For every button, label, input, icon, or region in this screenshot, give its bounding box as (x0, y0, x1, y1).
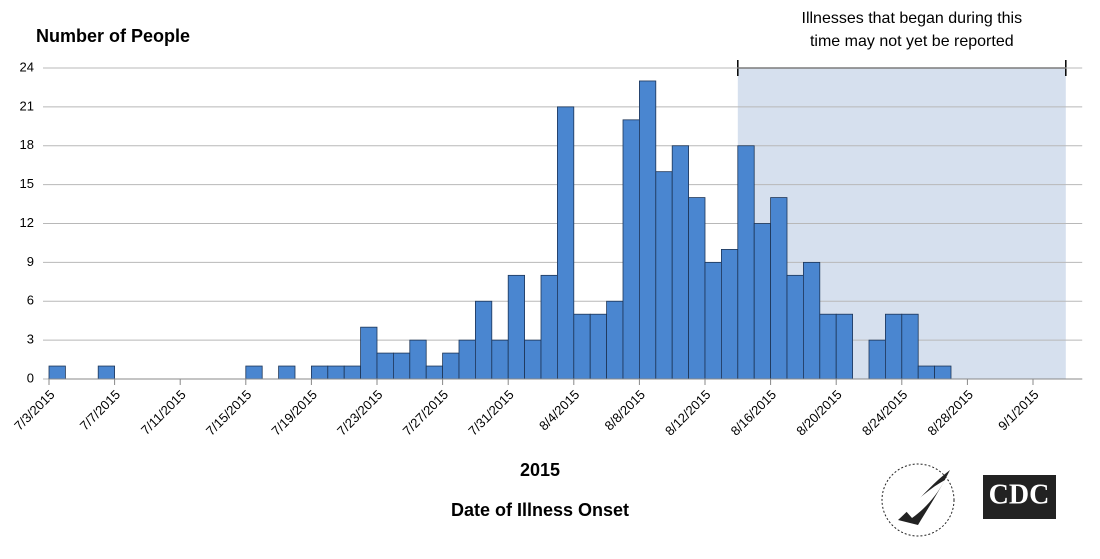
x-tick-label: 7/3/2015 (11, 387, 57, 433)
bar (507, 274, 526, 380)
y-tick-label: 15 (20, 176, 34, 191)
bar (491, 339, 509, 380)
x-tick-label: 7/7/2015 (77, 387, 123, 433)
bar (901, 313, 919, 380)
x-tick-label: 7/19/2015 (268, 387, 320, 439)
bar (310, 365, 329, 380)
y-tick-label: 3 (27, 332, 34, 347)
x-tick-label: 8/8/2015 (602, 387, 648, 433)
bar (474, 300, 493, 380)
bar (573, 313, 591, 380)
x-tick-label: 8/12/2015 (662, 387, 714, 439)
y-tick-label: 24 (20, 59, 34, 74)
x-tick-label: 8/4/2015 (536, 387, 582, 433)
y-tick-label: 9 (27, 254, 34, 269)
y-tick-label: 0 (27, 370, 34, 385)
bar (639, 80, 657, 380)
bar (622, 119, 640, 380)
annotation-text: Illnesses that began during this (802, 10, 1023, 27)
x-tick-label: 7/27/2015 (400, 387, 452, 439)
bar (376, 352, 394, 380)
bar (458, 339, 476, 380)
y-tick-label: 6 (27, 293, 34, 308)
bar (737, 145, 755, 380)
bar (524, 339, 542, 380)
logo-text: CDC (989, 479, 1050, 510)
x-tick-label: 8/28/2015 (924, 387, 976, 439)
bar (327, 365, 345, 380)
y-tick-label: 21 (20, 98, 34, 113)
bar (885, 313, 903, 380)
bar (770, 197, 788, 380)
x-tick-label: 7/31/2015 (465, 387, 517, 439)
bar (48, 365, 66, 380)
bar (278, 365, 296, 380)
bar (704, 261, 722, 380)
x-tick-label: 8/16/2015 (728, 387, 780, 439)
bar (97, 365, 115, 380)
bar (803, 261, 821, 380)
bar (835, 313, 854, 380)
hhs-logo (881, 463, 955, 537)
bar (868, 339, 886, 380)
bar (721, 249, 739, 380)
x-tick-label: 8/20/2015 (793, 387, 845, 439)
bar (589, 313, 608, 380)
bar (753, 223, 772, 380)
bar (819, 313, 837, 380)
y-axis-title: Number of People (36, 26, 190, 46)
x-tick-label: 9/1/2015 (995, 387, 1041, 433)
cdc-logo: CDC (983, 475, 1056, 519)
x-tick-label: 7/23/2015 (334, 387, 386, 439)
bar (245, 365, 263, 380)
y-tick-label: 18 (20, 137, 34, 152)
bar (442, 352, 460, 380)
bar (557, 106, 575, 380)
x-axis-title: Date of Illness Onset (451, 500, 629, 520)
bar (409, 339, 427, 380)
bar (671, 145, 690, 380)
bar (606, 300, 624, 380)
x-tick-label: 7/15/2015 (203, 387, 255, 439)
bar (688, 197, 706, 380)
x-tick-label: 7/11/2015 (138, 387, 189, 438)
x-axis-sublabel: 2015 (520, 460, 560, 480)
annotation-text: time may not yet be reported (810, 33, 1014, 50)
bar (917, 365, 936, 380)
x-tick-label: 8/24/2015 (859, 387, 911, 439)
bar (540, 274, 558, 380)
bar (934, 365, 952, 380)
bar (343, 365, 362, 380)
bar (786, 274, 804, 380)
bar (425, 365, 444, 380)
bar (360, 326, 378, 380)
y-tick-label: 12 (20, 215, 34, 230)
bar (655, 171, 673, 380)
bar (392, 352, 411, 380)
